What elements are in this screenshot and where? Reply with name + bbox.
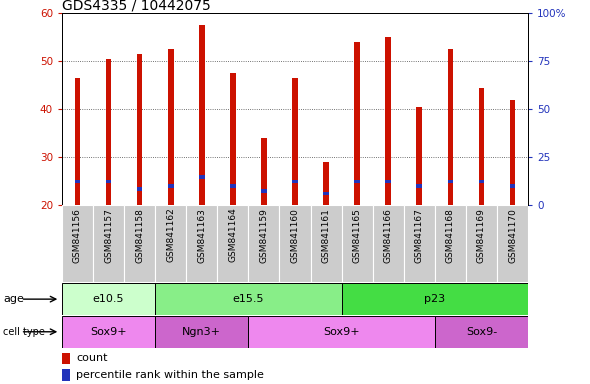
Bar [168, 50, 173, 205]
Bar [230, 184, 235, 188]
Text: GSM841160: GSM841160 [290, 208, 300, 263]
Bar [310, 205, 342, 282]
Bar [199, 175, 205, 179]
Text: percentile rank within the sample: percentile rank within the sample [76, 370, 264, 380]
Bar [230, 73, 235, 205]
Bar [106, 59, 112, 205]
Text: Ngn3+: Ngn3+ [182, 327, 221, 337]
Bar [75, 179, 80, 183]
Text: GDS4335 / 10442075: GDS4335 / 10442075 [62, 0, 211, 12]
Bar [435, 205, 466, 282]
Bar [124, 205, 155, 282]
Text: GSM841169: GSM841169 [477, 208, 486, 263]
Bar [355, 179, 360, 183]
Text: GSM841167: GSM841167 [415, 208, 424, 263]
Bar [323, 162, 329, 205]
Text: GSM841158: GSM841158 [135, 208, 144, 263]
Bar [62, 205, 93, 282]
Text: GSM841168: GSM841168 [446, 208, 455, 263]
Bar [466, 205, 497, 282]
Bar [137, 54, 142, 205]
Text: GSM841157: GSM841157 [104, 208, 113, 263]
Text: GSM841159: GSM841159 [260, 208, 268, 263]
Bar [62, 369, 70, 381]
Bar [417, 184, 422, 188]
Bar [323, 192, 329, 195]
Text: e10.5: e10.5 [93, 294, 124, 304]
Bar [510, 184, 515, 188]
Text: GSM841161: GSM841161 [322, 208, 330, 263]
Text: cell type: cell type [3, 327, 45, 337]
Bar [75, 78, 80, 205]
Text: GSM841166: GSM841166 [384, 208, 393, 263]
Bar [448, 50, 453, 205]
Text: GSM841163: GSM841163 [197, 208, 206, 263]
Bar [385, 37, 391, 205]
Bar [168, 184, 173, 188]
Text: Sox9-: Sox9- [466, 327, 497, 337]
Bar [404, 205, 435, 282]
Text: GSM841165: GSM841165 [353, 208, 362, 263]
Bar [292, 179, 298, 183]
Text: p23: p23 [424, 294, 445, 304]
Bar [385, 179, 391, 183]
Bar [62, 283, 155, 315]
Bar [478, 179, 484, 183]
Text: GSM841170: GSM841170 [508, 208, 517, 263]
Bar [497, 205, 528, 282]
Text: Sox9+: Sox9+ [90, 327, 127, 337]
Bar [137, 187, 142, 190]
Bar [261, 138, 267, 205]
Bar [448, 179, 453, 183]
Bar [155, 316, 248, 348]
Bar [62, 353, 70, 364]
Text: age: age [3, 294, 24, 304]
Bar [373, 205, 404, 282]
Bar [62, 316, 155, 348]
Bar [261, 189, 267, 193]
Text: GSM841162: GSM841162 [166, 208, 175, 263]
Bar [342, 205, 373, 282]
Bar [342, 283, 528, 315]
Text: count: count [76, 353, 107, 363]
Bar [217, 205, 248, 282]
Bar [292, 78, 298, 205]
Bar [155, 283, 342, 315]
Bar [280, 205, 310, 282]
Bar [186, 205, 217, 282]
Text: e15.5: e15.5 [232, 294, 264, 304]
Bar [106, 179, 112, 183]
Bar [155, 205, 186, 282]
Bar [248, 205, 280, 282]
Bar [248, 316, 435, 348]
Bar [355, 42, 360, 205]
Bar [435, 316, 528, 348]
Text: GSM841156: GSM841156 [73, 208, 82, 263]
Bar [510, 100, 515, 205]
Bar [93, 205, 124, 282]
Text: Sox9+: Sox9+ [323, 327, 360, 337]
Text: GSM841164: GSM841164 [228, 208, 237, 263]
Bar [478, 88, 484, 205]
Bar [199, 25, 205, 205]
Bar [417, 107, 422, 205]
